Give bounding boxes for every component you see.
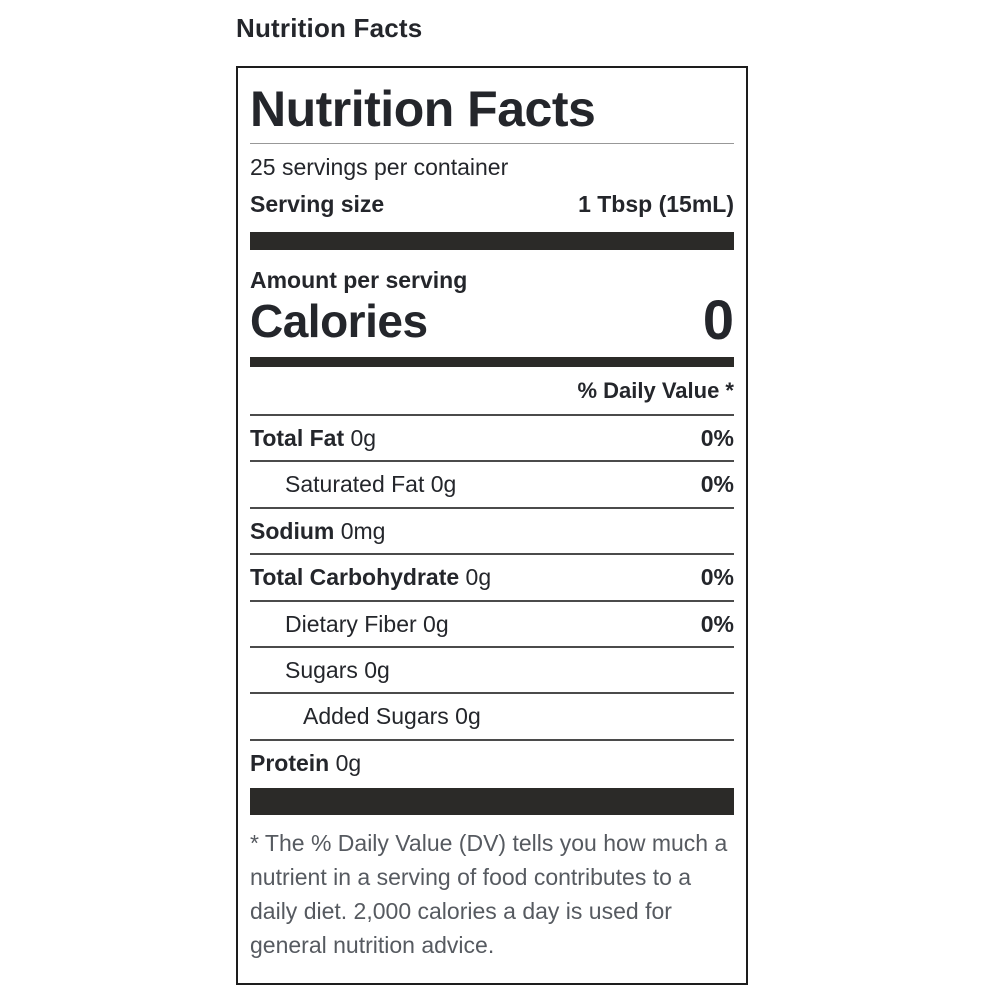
calories-value: 0 [702,288,734,352]
nutrient-daily-value: 0% [700,564,734,591]
calories-row: Calories 0 [250,288,734,352]
footnote: * The % Daily Value (DV) tells you how m… [250,830,728,959]
nutrient-name: Total Fat 0g [250,424,377,451]
servings-per-container: 25 servings per container [250,154,509,180]
amount-per-serving-label: Amount per serving [250,266,468,293]
serving-size-value: 1 Tbsp (15mL) [578,191,734,218]
nutrient-name: Dietary Fiber 0g [285,610,449,637]
page-title: Nutrition Facts [236,13,423,43]
separator-bar-top [250,231,734,250]
calories-label: Calories [250,294,428,347]
title-divider [250,143,734,144]
daily-value-header: % Daily Value * [250,367,734,416]
separator-bar-calories [250,356,734,367]
nutrient-row: Sugars 0g [250,648,734,695]
nutrient-name: Saturated Fat 0g [285,471,457,498]
serving-size-label: Serving size [250,191,385,218]
serving-size-row: Serving size 1 Tbsp (15mL) [250,182,734,227]
nutrient-row: Added Sugars 0g [250,694,734,741]
nutrient-daily-value: 0% [700,471,734,498]
nutrient-row: Total Fat 0g 0% [250,416,734,463]
nutrient-row: Protein 0g [250,741,734,785]
separator-bar-bottom [250,788,734,816]
nutrient-name: Added Sugars 0g [303,703,481,730]
nutrient-rows: Total Fat 0g 0% Saturated Fat 0g 0% Sodi… [250,416,734,786]
nutrient-row: Sodium 0mg [250,509,734,556]
nutrition-facts-label: Nutrition Facts 25 servings per containe… [236,66,748,985]
label-title: Nutrition Facts [250,81,596,137]
nutrient-row: Saturated Fat 0g 0% [250,462,734,509]
nutrient-name: Total Carbohydrate 0g [250,564,492,591]
nutrient-daily-value: 0% [700,424,734,451]
nutrient-row: Total Carbohydrate 0g 0% [250,555,734,602]
nutrient-name: Sodium 0mg [250,517,386,544]
nutrient-name: Protein 0g [250,749,362,776]
nutrient-name: Sugars 0g [285,656,390,683]
nutrient-daily-value: 0% [700,610,734,637]
nutrient-row: Dietary Fiber 0g 0% [250,602,734,648]
